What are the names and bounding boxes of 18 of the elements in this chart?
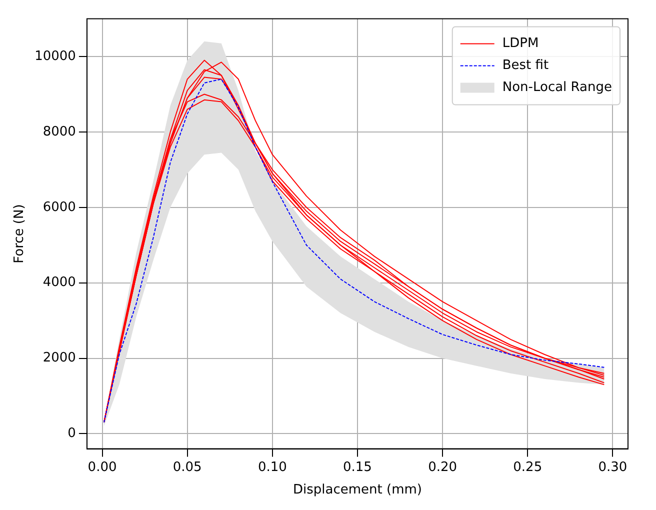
x-tick-label: 0.10	[258, 460, 287, 475]
y-tick-label: 8000	[42, 124, 76, 140]
y-tick-label: 0	[68, 426, 76, 442]
legend-label: LDPM	[502, 36, 539, 52]
y-axis-title: Force (N)	[12, 204, 28, 264]
x-tick-label: 0.00	[88, 460, 117, 475]
x-tick-label: 0.05	[172, 460, 202, 475]
y-tick-label: 10000	[34, 48, 76, 64]
y-tick-label: 2000	[42, 350, 76, 366]
x-tick-label: 0.15	[343, 460, 372, 475]
x-tick-label: 0.20	[428, 460, 458, 475]
x-tick-label: 0.25	[513, 460, 542, 475]
y-tick-label: 4000	[42, 275, 76, 290]
x-axis-title: Displacement (mm)	[292, 482, 422, 498]
legend-label: Non-Local Range	[502, 80, 612, 96]
legend-label: Best fit	[502, 58, 549, 74]
y-tick-label: 6000	[42, 200, 76, 215]
x-tick-label: 0.30	[598, 460, 628, 475]
